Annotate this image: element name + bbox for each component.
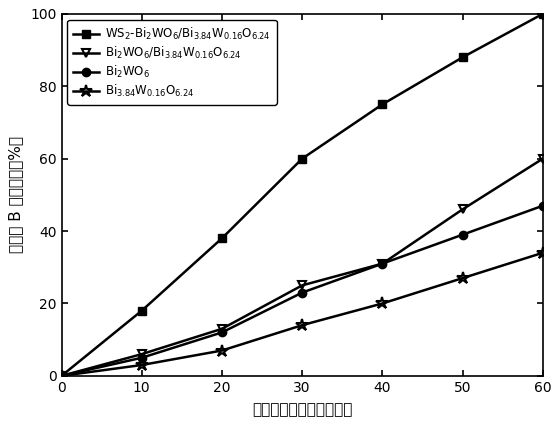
Bi$_2$WO$_6$ <box>459 232 466 237</box>
Bi$_2$WO$_6$/Bi$_{3.84}$W$_{0.16}$O$_{6.24}$ <box>539 156 546 161</box>
Bi$_{3.84}$W$_{0.16}$O$_{6.24}$ <box>539 250 546 255</box>
Bi$_2$WO$_6$/Bi$_{3.84}$W$_{0.16}$O$_{6.24}$ <box>299 283 306 288</box>
Line: Bi$_2$WO$_6$: Bi$_2$WO$_6$ <box>57 201 547 380</box>
Bi$_{3.84}$W$_{0.16}$O$_{6.24}$ <box>138 363 145 368</box>
Line: Bi$_2$WO$_6$/Bi$_{3.84}$W$_{0.16}$O$_{6.24}$: Bi$_2$WO$_6$/Bi$_{3.84}$W$_{0.16}$O$_{6.… <box>57 154 547 380</box>
WS$_2$-Bi$_2$WO$_6$/Bi$_{3.84}$W$_{0.16}$O$_{6.24}$ <box>58 373 65 378</box>
Bi$_2$WO$_6$/Bi$_{3.84}$W$_{0.16}$O$_{6.24}$ <box>218 326 225 332</box>
Bi$_2$WO$_6$ <box>299 290 306 295</box>
X-axis label: 可见光诱导时间（分钟）: 可见光诱导时间（分钟） <box>252 402 352 416</box>
Line: WS$_2$-Bi$_2$WO$_6$/Bi$_{3.84}$W$_{0.16}$O$_{6.24}$: WS$_2$-Bi$_2$WO$_6$/Bi$_{3.84}$W$_{0.16}… <box>57 10 547 380</box>
Bi$_{3.84}$W$_{0.16}$O$_{6.24}$ <box>379 301 386 306</box>
Bi$_2$WO$_6$/Bi$_{3.84}$W$_{0.16}$O$_{6.24}$ <box>138 351 145 357</box>
WS$_2$-Bi$_2$WO$_6$/Bi$_{3.84}$W$_{0.16}$O$_{6.24}$ <box>218 236 225 241</box>
WS$_2$-Bi$_2$WO$_6$/Bi$_{3.84}$W$_{0.16}$O$_{6.24}$ <box>138 308 145 313</box>
Bi$_{3.84}$W$_{0.16}$O$_{6.24}$ <box>218 348 225 353</box>
Bi$_2$WO$_6$/Bi$_{3.84}$W$_{0.16}$O$_{6.24}$ <box>58 373 65 378</box>
Bi$_2$WO$_6$ <box>379 261 386 266</box>
Bi$_2$WO$_6$ <box>218 330 225 335</box>
Bi$_2$WO$_6$/Bi$_{3.84}$W$_{0.16}$O$_{6.24}$ <box>379 261 386 266</box>
Bi$_{3.84}$W$_{0.16}$O$_{6.24}$ <box>459 275 466 281</box>
Legend: WS$_2$-Bi$_2$WO$_6$/Bi$_{3.84}$W$_{0.16}$O$_{6.24}$, Bi$_2$WO$_6$/Bi$_{3.84}$W$_: WS$_2$-Bi$_2$WO$_6$/Bi$_{3.84}$W$_{0.16}… <box>67 20 277 105</box>
WS$_2$-Bi$_2$WO$_6$/Bi$_{3.84}$W$_{0.16}$O$_{6.24}$ <box>459 55 466 60</box>
Bi$_{3.84}$W$_{0.16}$O$_{6.24}$ <box>299 323 306 328</box>
Bi$_2$WO$_6$ <box>58 373 65 378</box>
Bi$_2$WO$_6$ <box>539 203 546 208</box>
Bi$_2$WO$_6$ <box>138 355 145 360</box>
WS$_2$-Bi$_2$WO$_6$/Bi$_{3.84}$W$_{0.16}$O$_{6.24}$ <box>299 156 306 161</box>
WS$_2$-Bi$_2$WO$_6$/Bi$_{3.84}$W$_{0.16}$O$_{6.24}$ <box>379 102 386 107</box>
Line: Bi$_{3.84}$W$_{0.16}$O$_{6.24}$: Bi$_{3.84}$W$_{0.16}$O$_{6.24}$ <box>55 246 549 382</box>
WS$_2$-Bi$_2$WO$_6$/Bi$_{3.84}$W$_{0.16}$O$_{6.24}$ <box>539 11 546 17</box>
Bi$_{3.84}$W$_{0.16}$O$_{6.24}$ <box>58 373 65 378</box>
Bi$_2$WO$_6$/Bi$_{3.84}$W$_{0.16}$O$_{6.24}$ <box>459 207 466 212</box>
Y-axis label: 罗丹明 B 的降解率（%）: 罗丹明 B 的降解率（%） <box>8 136 24 253</box>
